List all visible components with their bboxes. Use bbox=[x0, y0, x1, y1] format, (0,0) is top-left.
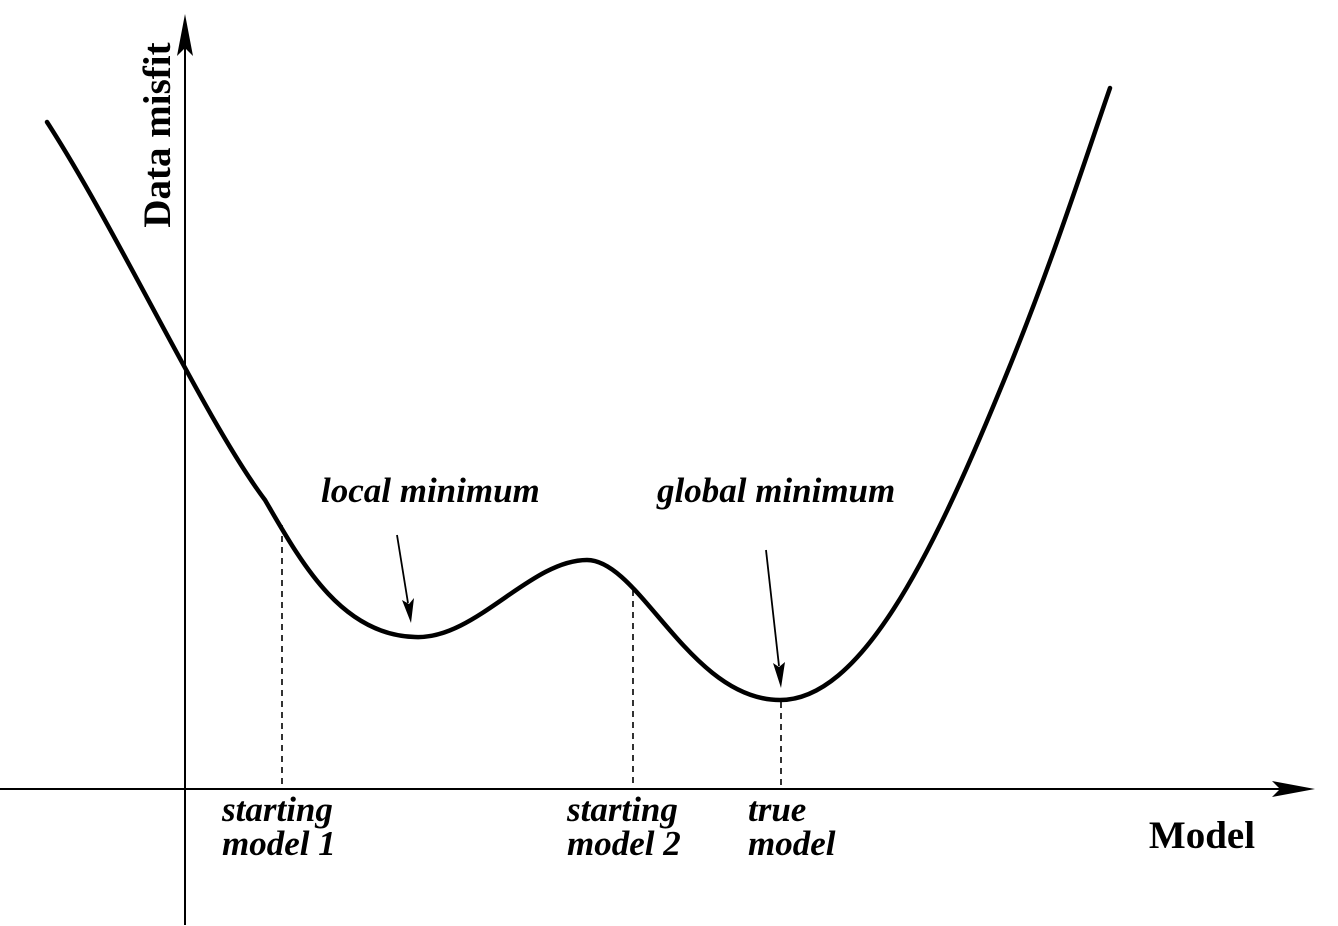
marker-label-line1: starting bbox=[221, 790, 333, 829]
x-axis-arrow-icon bbox=[1272, 781, 1315, 797]
x-axis bbox=[0, 781, 1315, 797]
marker-label-line2: model bbox=[748, 824, 836, 863]
marker-label-line1: starting bbox=[566, 790, 678, 829]
misfit-curve bbox=[44, 85, 1113, 703]
marker-label-line2: model 1 bbox=[222, 824, 336, 863]
y-axis-arrow-icon bbox=[177, 14, 193, 56]
marker-label-true-model: true model bbox=[748, 790, 836, 863]
global-minimum-label: global minimum bbox=[656, 471, 895, 510]
marker-label-line1: true bbox=[748, 790, 806, 829]
y-axis bbox=[177, 14, 193, 925]
global-minimum-arrow bbox=[765, 549, 785, 688]
y-axis-label: Data misfit bbox=[136, 42, 179, 227]
marker-label-line2: model 2 bbox=[567, 824, 681, 863]
x-axis-label: Model bbox=[1149, 814, 1255, 857]
marker-label-starting-model-2: starting model 2 bbox=[566, 790, 681, 863]
local-minimum-arrow bbox=[396, 534, 414, 623]
local-minimum-label: local minimum bbox=[321, 471, 540, 510]
marker-label-starting-model-1: starting model 1 bbox=[221, 790, 336, 863]
